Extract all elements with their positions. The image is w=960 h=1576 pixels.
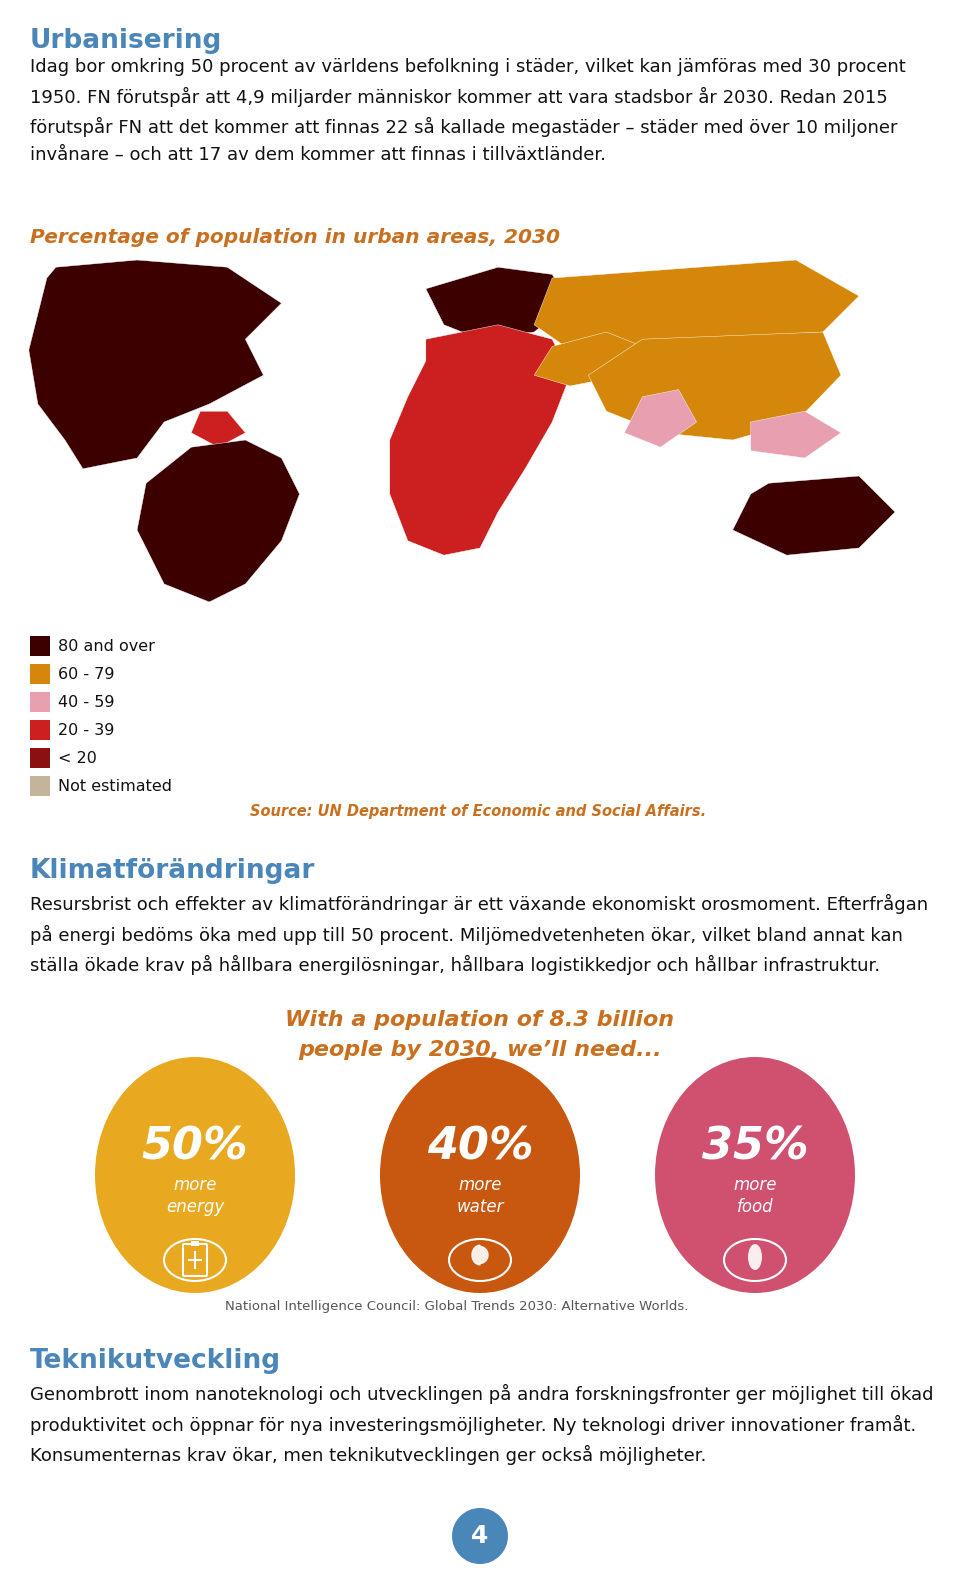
- Text: 60 - 79: 60 - 79: [58, 667, 114, 681]
- Text: Urbanisering: Urbanisering: [30, 28, 223, 54]
- PathPatch shape: [137, 440, 300, 602]
- Ellipse shape: [748, 1243, 762, 1270]
- Text: 20 - 39: 20 - 39: [58, 722, 114, 738]
- PathPatch shape: [534, 333, 642, 386]
- Text: 40 - 59: 40 - 59: [58, 695, 114, 709]
- Ellipse shape: [724, 1239, 786, 1281]
- Ellipse shape: [164, 1239, 226, 1281]
- Bar: [30, 720, 50, 741]
- Text: more: more: [458, 1176, 502, 1195]
- Text: Idag bor omkring 50 procent av världens befolkning i städer, vilket kan jämföras: Idag bor omkring 50 procent av världens …: [30, 58, 905, 164]
- PathPatch shape: [390, 325, 570, 555]
- Text: Percentage of population in urban areas, 2030: Percentage of population in urban areas,…: [30, 229, 560, 247]
- PathPatch shape: [534, 260, 859, 361]
- Bar: [30, 692, 50, 712]
- Bar: [30, 637, 50, 656]
- Text: Teknikutveckling: Teknikutveckling: [30, 1347, 281, 1374]
- Text: Source: UN Department of Economic and Social Affairs.: Source: UN Department of Economic and So…: [250, 804, 707, 820]
- Text: Resursbrist och effekter av klimatförändringar är ett växande ekonomiskt orosmom: Resursbrist och effekter av klimatföränd…: [30, 894, 928, 976]
- Text: 40%: 40%: [426, 1125, 534, 1168]
- Ellipse shape: [380, 1057, 580, 1292]
- Bar: [191, 1240, 199, 1247]
- Text: 4: 4: [471, 1524, 489, 1548]
- Ellipse shape: [95, 1057, 295, 1292]
- Text: 80 and over: 80 and over: [58, 638, 155, 654]
- PathPatch shape: [426, 268, 570, 339]
- Text: Genombrott inom nanoteknologi och utvecklingen på andra forskningsfronter ger mö: Genombrott inom nanoteknologi och utveck…: [30, 1384, 933, 1466]
- Polygon shape: [472, 1245, 488, 1266]
- PathPatch shape: [588, 333, 841, 440]
- Text: With a population of 8.3 billion: With a population of 8.3 billion: [285, 1010, 675, 1031]
- Text: National Intelligence Council: Global Trends 2030: Alternative Worlds.: National Intelligence Council: Global Tr…: [225, 1300, 688, 1313]
- Text: energy: energy: [166, 1198, 224, 1217]
- Bar: [30, 749, 50, 768]
- Text: food: food: [736, 1198, 774, 1217]
- Text: water: water: [456, 1198, 504, 1217]
- PathPatch shape: [751, 411, 841, 459]
- Text: more: more: [173, 1176, 217, 1195]
- PathPatch shape: [624, 389, 697, 448]
- Text: 35%: 35%: [702, 1125, 808, 1168]
- Bar: [30, 663, 50, 684]
- PathPatch shape: [191, 411, 246, 448]
- Text: people by 2030, we’ll need...: people by 2030, we’ll need...: [299, 1040, 661, 1061]
- Text: 50%: 50%: [142, 1125, 249, 1168]
- Ellipse shape: [449, 1239, 511, 1281]
- Text: Not estimated: Not estimated: [58, 779, 172, 793]
- Text: < 20: < 20: [58, 750, 97, 766]
- Bar: [30, 775, 50, 796]
- PathPatch shape: [29, 260, 281, 468]
- Ellipse shape: [655, 1057, 855, 1292]
- Circle shape: [452, 1508, 508, 1563]
- Text: more: more: [733, 1176, 777, 1195]
- Text: Klimatförändringar: Klimatförändringar: [30, 857, 316, 884]
- PathPatch shape: [732, 476, 895, 555]
